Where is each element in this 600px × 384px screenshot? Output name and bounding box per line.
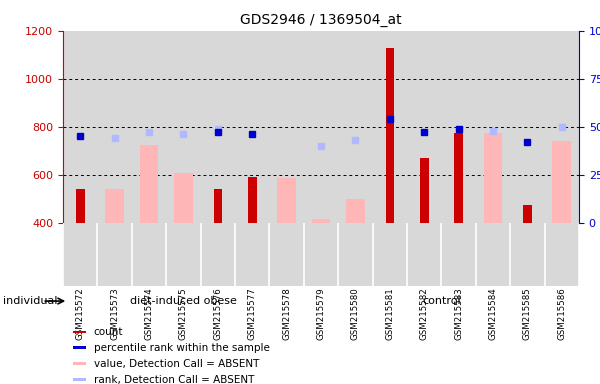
Bar [311, 219, 331, 223]
Bar [420, 158, 428, 223]
Text: control: control [422, 296, 461, 306]
FancyBboxPatch shape [73, 378, 86, 381]
Text: percentile rank within the sample: percentile rank within the sample [94, 343, 270, 353]
Text: count: count [94, 327, 124, 337]
Bar [174, 173, 193, 223]
Bar [105, 189, 124, 223]
Bar [277, 178, 296, 223]
Text: individual: individual [3, 296, 58, 306]
Text: diet-induced obese: diet-induced obese [130, 296, 237, 306]
Bar [248, 177, 257, 223]
Bar [454, 133, 463, 223]
FancyBboxPatch shape [73, 331, 86, 333]
Bar [553, 141, 571, 223]
FancyBboxPatch shape [73, 346, 86, 349]
Bar [346, 199, 365, 223]
FancyBboxPatch shape [73, 362, 86, 365]
Text: value, Detection Call = ABSENT: value, Detection Call = ABSENT [94, 359, 259, 369]
Bar [76, 189, 85, 223]
Title: GDS2946 / 1369504_at: GDS2946 / 1369504_at [240, 13, 402, 27]
Bar [523, 205, 532, 223]
Text: rank, Detection Call = ABSENT: rank, Detection Call = ABSENT [94, 374, 254, 384]
Bar [214, 189, 222, 223]
Bar [140, 145, 158, 223]
Bar [386, 48, 394, 223]
Bar [484, 133, 502, 223]
